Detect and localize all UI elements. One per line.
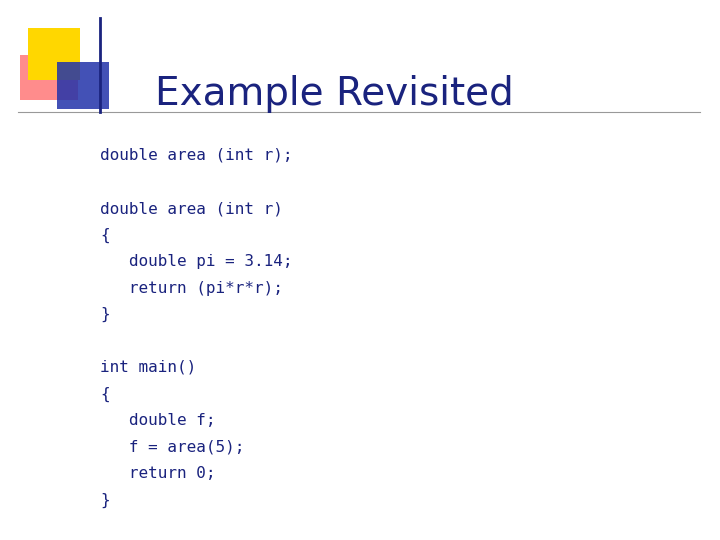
Text: double area (int r);: double area (int r); [100, 148, 292, 163]
Text: double pi = 3.14;: double pi = 3.14; [100, 254, 292, 269]
Text: {: { [100, 387, 109, 402]
Bar [20, 55, 78, 100]
Text: int main(): int main() [100, 360, 197, 375]
Text: Example Revisited: Example Revisited [155, 75, 514, 113]
Text: double f;: double f; [100, 413, 215, 428]
Text: }: } [100, 492, 109, 508]
Text: return 0;: return 0; [100, 466, 215, 481]
Text: {: { [100, 227, 109, 242]
Bar [28, 28, 80, 80]
Text: return (pi*r*r);: return (pi*r*r); [100, 280, 283, 295]
Text: double area (int r): double area (int r) [100, 201, 283, 216]
Bar [57, 62, 109, 109]
Text: f = area(5);: f = area(5); [100, 440, 244, 455]
Text: }: } [100, 307, 109, 322]
